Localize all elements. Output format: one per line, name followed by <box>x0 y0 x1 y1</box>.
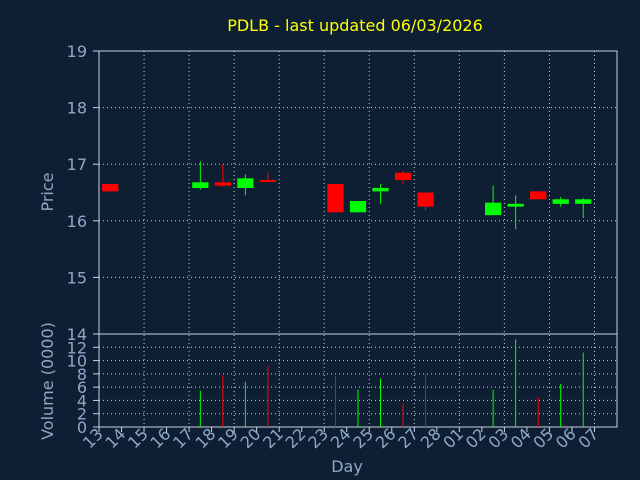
candle-body <box>575 199 592 204</box>
x-tick-label: 07 <box>574 424 602 452</box>
candle-body <box>530 191 547 200</box>
price-tick-label: 15 <box>67 268 87 287</box>
grid-layer <box>98 50 618 428</box>
volume-tick-label: 2 <box>77 405 87 424</box>
candle-body <box>485 202 502 216</box>
price-tick-label: 19 <box>67 42 87 61</box>
candle-body <box>552 199 569 204</box>
candle-body <box>394 172 412 181</box>
candle-body <box>507 203 524 207</box>
volume-tick-label: 10 <box>67 352 87 371</box>
price-tick-label: 18 <box>67 99 87 118</box>
volume-tick-label: 0 <box>77 418 87 437</box>
volume-tick-label: 12 <box>67 338 87 357</box>
volume-axis-label: Volume (0000) <box>38 322 57 440</box>
candle-layer <box>102 161 592 230</box>
volume-tick-label: 6 <box>77 378 87 397</box>
volume-tick-label: 4 <box>77 391 87 410</box>
candle-body <box>237 178 254 188</box>
candle-body <box>259 180 277 183</box>
price-tick-label: 14 <box>67 325 87 344</box>
candle-body <box>372 187 389 192</box>
candle-body <box>102 184 119 192</box>
candle-body <box>192 182 209 188</box>
volume-layer <box>199 339 584 427</box>
x-axis-label: Day <box>331 457 363 476</box>
candle-body <box>327 184 344 213</box>
price-tick-label: 16 <box>67 212 87 231</box>
price-axis-label: Price <box>38 172 57 211</box>
candle-body <box>349 200 367 213</box>
volume-tick-label: 8 <box>77 365 87 384</box>
candle-body <box>417 192 434 207</box>
candle-body <box>214 182 231 186</box>
price-tick-label: 17 <box>67 155 87 174</box>
tick-layer: 1415161718190246810121314151617181920212… <box>67 42 603 452</box>
chart-title: PDLB - last updated 06/03/2026 <box>227 16 483 35</box>
